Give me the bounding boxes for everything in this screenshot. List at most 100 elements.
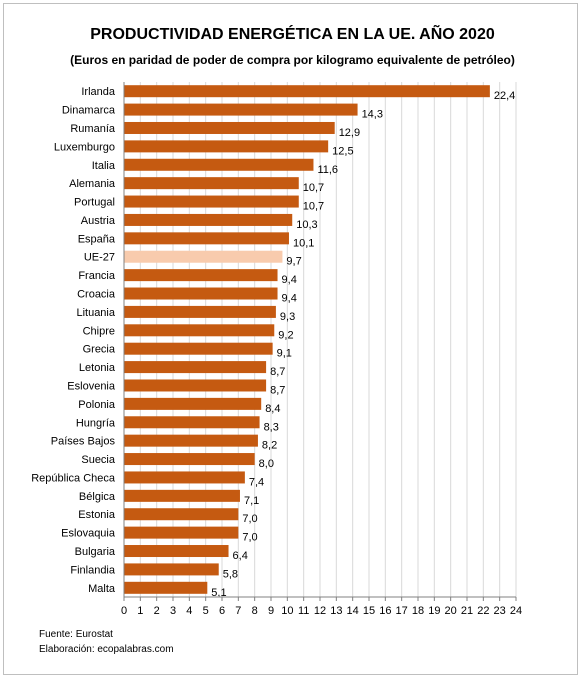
x-tick-label: 24 (510, 605, 522, 617)
category-label: Rumanía (70, 123, 116, 135)
category-label: Lituania (76, 307, 115, 319)
x-tick-label: 13 (330, 605, 342, 617)
data-label: 7,0 (242, 532, 257, 544)
data-label: 10,7 (303, 182, 324, 194)
data-label: 9,1 (277, 348, 292, 360)
x-tick-label: 15 (363, 605, 375, 617)
bar (124, 416, 260, 429)
category-label: Italia (92, 160, 116, 172)
x-tick-label: 16 (379, 605, 391, 617)
data-label: 10,7 (303, 201, 324, 213)
category-label: Austria (81, 215, 116, 227)
category-label: Hungría (76, 417, 116, 429)
chart-title: PRODUCTIVIDAD ENERGÉTICA EN LA UE. AÑO 2… (90, 26, 495, 43)
x-tick-label: 9 (268, 605, 274, 617)
bar (124, 287, 278, 300)
data-label: 9,7 (286, 256, 301, 268)
bar (124, 342, 273, 355)
bar (124, 581, 208, 594)
category-label: Eslovenia (67, 380, 116, 392)
bar (124, 103, 358, 116)
data-label: 8,0 (259, 458, 274, 470)
x-tick-label: 2 (154, 605, 160, 617)
category-label: Chipre (83, 325, 115, 337)
data-label: 9,2 (278, 329, 293, 341)
category-label: Irlanda (81, 86, 116, 98)
x-tick-label: 11 (298, 605, 309, 617)
data-label: 8,2 (262, 440, 277, 452)
category-label: Croacia (77, 289, 116, 301)
x-tick-label: 6 (219, 605, 225, 617)
x-axis: 0 1 2 3 4 5 6 7 8 9 10 11 12 13 14 15 16 17 18 19 20 21 22 23 24 (121, 82, 522, 617)
x-tick-label: 3 (170, 605, 176, 617)
bars (124, 85, 490, 594)
data-label: 12,9 (339, 127, 360, 139)
data-label: 6,4 (233, 550, 248, 562)
x-tick-label: 8 (252, 605, 258, 617)
bar (124, 379, 267, 392)
x-tick-label: 5 (203, 605, 209, 617)
category-label: Malta (88, 583, 116, 595)
category-label: Alemania (69, 178, 116, 190)
bar (124, 121, 335, 134)
category-label: Bélgica (79, 491, 116, 503)
data-label: 10,1 (293, 237, 314, 249)
bar (124, 232, 289, 245)
bar (124, 489, 240, 502)
source-note: Fuente: Eurostat (39, 629, 113, 640)
bar (124, 305, 276, 318)
data-label: 8,4 (265, 403, 280, 415)
bar (124, 361, 267, 374)
category-label: Grecia (83, 344, 116, 356)
category-label: Dinamarca (62, 105, 116, 117)
x-tick-label: 10 (281, 605, 293, 617)
data-labels: 22,4 14,312,9 12,5 11,6 10,7 10,7 10,3 10,1 9,7 9… (211, 90, 515, 599)
data-label: 7,0 (242, 513, 257, 525)
x-tick-label: 23 (494, 605, 506, 617)
bar (124, 453, 255, 466)
category-label: Suecia (81, 454, 116, 466)
category-label: Luxemburgo (54, 141, 115, 153)
x-tick-label: 22 (477, 605, 489, 617)
x-tick-label: 0 (121, 605, 127, 617)
data-label: 8,7 (270, 366, 285, 378)
bar (124, 324, 275, 337)
category-label: España (78, 233, 116, 245)
chart-subtitle: (Euros en paridad de poder de compra por… (70, 53, 515, 67)
category-label: Eslovaquia (61, 528, 116, 540)
bar (124, 85, 490, 98)
bar (124, 250, 283, 263)
data-label: 7,1 (244, 495, 259, 507)
bar (124, 140, 329, 153)
x-tick-label: 17 (396, 605, 408, 617)
x-tick-label: 7 (235, 605, 241, 617)
x-tick-label: 14 (347, 605, 359, 617)
data-label: 11,6 (317, 164, 338, 176)
category-label: Finlandia (70, 564, 116, 576)
category-label: Francia (78, 270, 116, 282)
bar (124, 471, 245, 484)
data-label: 9,4 (282, 274, 297, 286)
category-label: Portugal (74, 197, 115, 209)
data-label: 7,4 (249, 476, 264, 488)
category-label: Bulgaria (75, 546, 116, 558)
x-tick-label: 20 (445, 605, 457, 617)
bar (124, 508, 239, 521)
category-label: Letonia (79, 362, 116, 374)
data-label: 5,1 (211, 587, 226, 599)
x-tick-label: 4 (186, 605, 192, 617)
data-label: 8,7 (270, 384, 285, 396)
data-label: 9,3 (280, 311, 295, 323)
x-tick-label: 12 (314, 605, 326, 617)
bar (124, 563, 219, 576)
bar (124, 195, 299, 208)
bar (124, 177, 299, 190)
bar (124, 269, 278, 282)
credit-note: Elaboración: ecopalabras.com (39, 644, 174, 655)
bar (124, 158, 314, 171)
data-label: 10,3 (296, 219, 317, 231)
data-label: 22,4 (494, 90, 515, 102)
data-label: 8,3 (264, 421, 279, 433)
bar (124, 434, 258, 447)
